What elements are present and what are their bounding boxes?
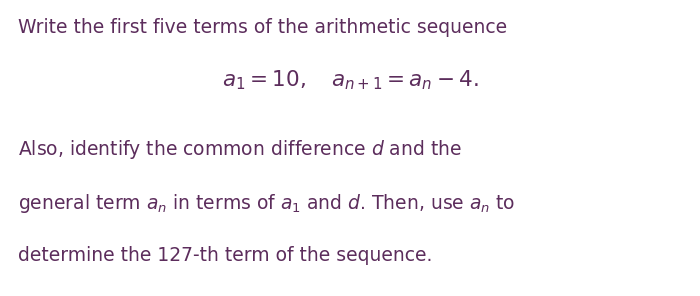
Text: Also, identify the common difference $d$ and the: Also, identify the common difference $d$… [18, 138, 462, 161]
Text: determine the 127-th term of the sequence.: determine the 127-th term of the sequenc… [18, 246, 433, 265]
Text: general term $a_n$ in terms of $a_1$ and $d$. Then, use $a_n$ to: general term $a_n$ in terms of $a_1$ and… [18, 192, 515, 215]
Text: Write the first five terms of the arithmetic sequence: Write the first five terms of the arithm… [18, 18, 507, 37]
Text: $a_1 = 10, \quad a_{n+1} = a_n - 4.$: $a_1 = 10, \quad a_{n+1} = a_n - 4.$ [222, 68, 478, 91]
